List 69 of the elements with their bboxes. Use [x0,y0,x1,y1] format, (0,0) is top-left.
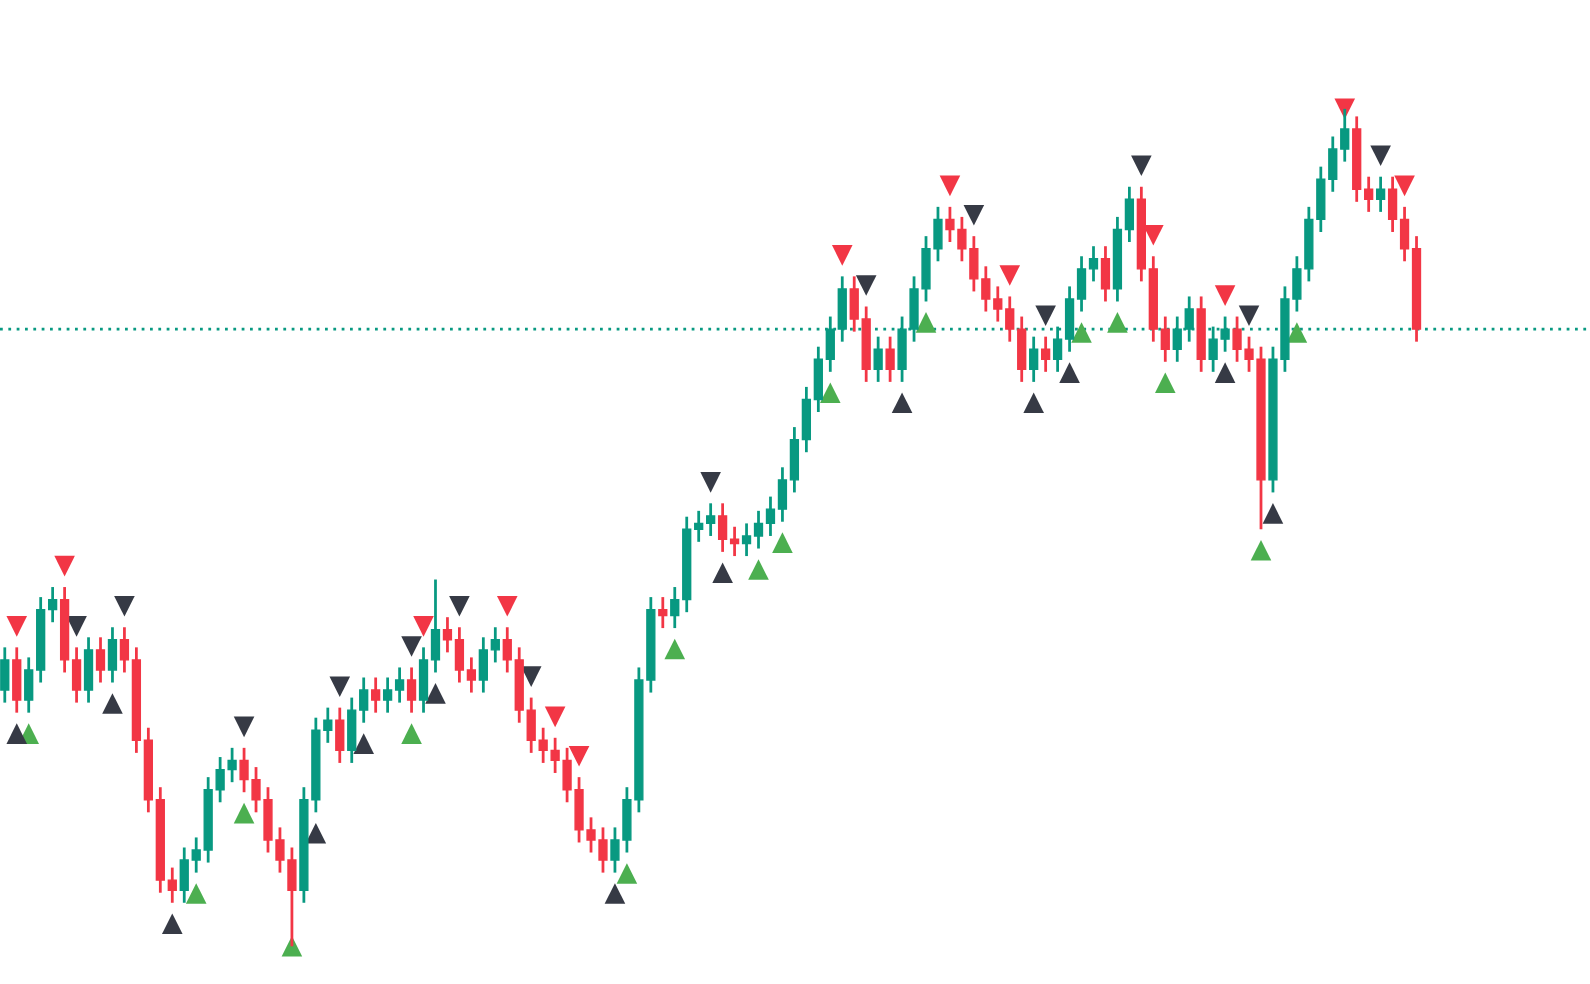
point [963,204,985,226]
point [353,733,374,754]
point [1154,372,1176,394]
point [1107,312,1128,333]
candlestick [371,676,381,715]
point [102,693,123,714]
point [401,723,422,744]
point [772,532,793,553]
point [999,265,1021,286]
point [664,638,686,660]
point [1262,503,1284,524]
point [233,802,255,824]
point [1059,362,1080,383]
candlestick [658,595,668,630]
point [1071,322,1092,343]
point [915,312,937,333]
point [891,392,913,414]
candlestick [1100,244,1111,303]
point [855,275,877,296]
candlestick [107,625,118,684]
point [1214,285,1236,306]
point [6,723,28,744]
point [305,822,327,844]
point [1238,305,1260,327]
point [1250,539,1272,561]
point [831,245,853,266]
point [1286,322,1308,343]
point [819,382,841,404]
candlestick [1029,335,1039,384]
point [544,706,566,728]
point [748,559,769,580]
point [616,863,638,884]
point [449,596,470,617]
candlestick [1041,335,1051,374]
point [496,596,518,617]
point [66,616,87,637]
point [1131,155,1152,177]
candlestick [335,706,345,765]
point [1143,225,1164,246]
point [329,676,351,698]
point [1035,305,1056,327]
point [712,562,733,584]
point [6,616,28,637]
point [185,883,207,904]
candlestick [885,335,895,384]
point [281,936,303,957]
point [520,666,542,687]
candlestick [0,645,10,705]
candlestick [95,635,106,684]
point [425,683,446,704]
point [1214,362,1236,383]
candlestick [12,645,22,715]
candlestick [83,635,94,705]
point [413,616,434,637]
point [568,745,590,767]
candlestick [873,335,883,384]
point [1023,392,1044,414]
point [1370,145,1391,167]
point [1394,175,1415,197]
point [161,913,183,934]
point [939,175,961,197]
candlestick [1375,175,1386,214]
point [700,472,721,493]
point [401,636,422,657]
candlestick [406,666,417,715]
point [604,883,626,904]
point [54,555,75,577]
point [114,596,135,617]
point [233,716,255,738]
